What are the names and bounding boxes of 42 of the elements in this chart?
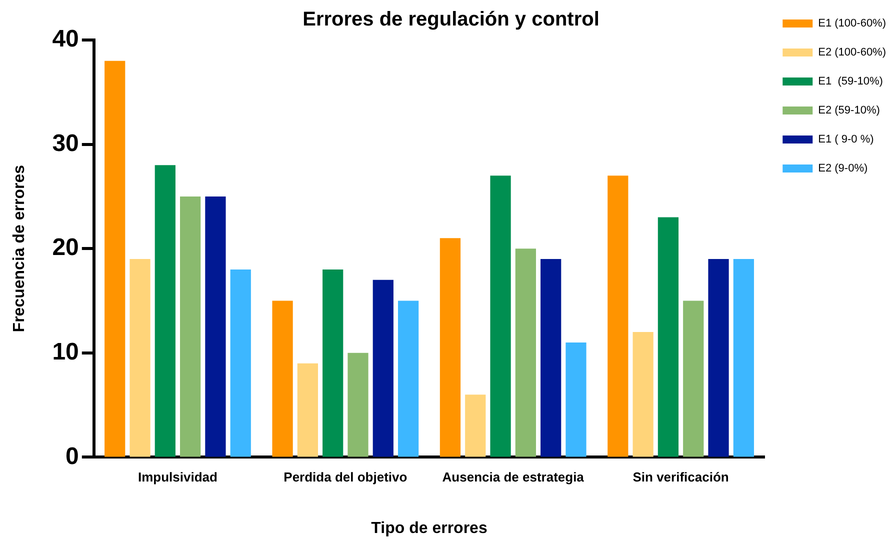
bar bbox=[398, 300, 419, 457]
bar bbox=[205, 196, 226, 457]
y-tick-label: 40 bbox=[52, 26, 79, 53]
bar bbox=[322, 269, 344, 457]
bar bbox=[230, 269, 251, 457]
bar bbox=[440, 238, 461, 457]
y-tick-label: 10 bbox=[52, 338, 79, 366]
bar bbox=[632, 332, 654, 457]
bar bbox=[566, 342, 586, 457]
legend-label: E1 (100-60%) bbox=[818, 18, 886, 30]
bar bbox=[683, 300, 704, 457]
y-tick-label: 20 bbox=[52, 234, 79, 262]
bar bbox=[104, 60, 126, 457]
y-tick-label: 0 bbox=[66, 442, 79, 470]
bar bbox=[130, 259, 150, 457]
legend-label: E2 (100-60%) bbox=[818, 46, 886, 59]
bar bbox=[608, 176, 628, 457]
chart-title: Errores de regulación y control bbox=[302, 8, 600, 31]
bar bbox=[658, 217, 679, 457]
bar bbox=[372, 280, 394, 457]
bar bbox=[272, 300, 293, 457]
bar bbox=[348, 352, 368, 457]
legend-label: E2 (59-10%) bbox=[818, 104, 880, 117]
legend-label: E1 (59-10%) bbox=[818, 76, 883, 88]
bar bbox=[515, 248, 536, 457]
legend-label: E2 (9-0%) bbox=[818, 162, 868, 175]
x-axis-title: Tipo de errores bbox=[371, 520, 488, 537]
y-tick-label: 30 bbox=[52, 130, 79, 157]
x-tick-label: Perdida del objetivo bbox=[284, 470, 408, 485]
y-axis-title: Frecuencia de errores bbox=[11, 164, 28, 332]
bar bbox=[297, 363, 318, 457]
bar bbox=[540, 259, 562, 457]
legend-label: E1 ( 9-0 %) bbox=[818, 134, 874, 146]
bar bbox=[180, 196, 201, 457]
x-tick-label: Ausencia de estrategia bbox=[442, 470, 585, 485]
x-tick-label: Sin verificación bbox=[632, 470, 729, 485]
bar bbox=[154, 165, 176, 457]
bar bbox=[465, 394, 486, 457]
bar bbox=[490, 176, 511, 457]
bar bbox=[708, 259, 729, 457]
x-tick-label: Impulsividad bbox=[138, 470, 218, 485]
bar bbox=[733, 259, 754, 457]
